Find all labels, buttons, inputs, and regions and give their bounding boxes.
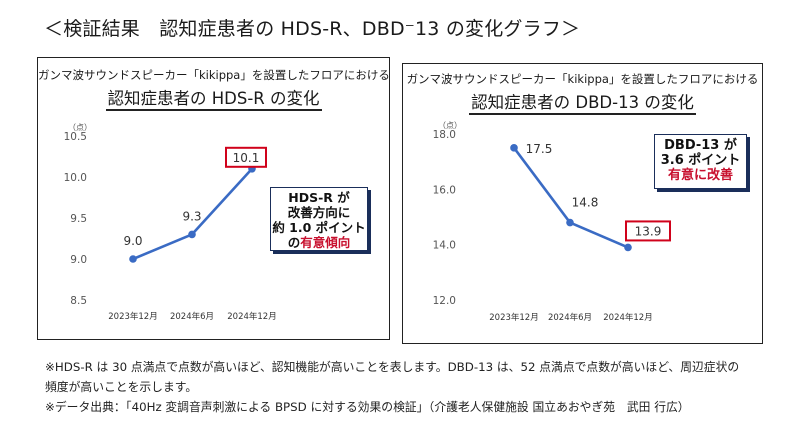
hds-r-y-unit: （点） <box>68 123 92 132</box>
dbd-13-chart-title: 認知症患者の DBD-13 の変化 <box>403 89 762 115</box>
dbd-13-x-tick-2: 2024年12月 <box>603 312 652 323</box>
hds-r-y-tick-4: 10.5 <box>64 131 87 143</box>
hds-r-x-tick-2: 2024年12月 <box>227 311 276 322</box>
dbd-13-y-tick-1: 14.0 <box>433 240 456 252</box>
dbd-13-callout-line2: 3.6 ポイント <box>660 153 741 168</box>
dbd-13-callout-highlight: 有意に改善 <box>667 168 733 183</box>
hds-r-callout-line3: 約 1.0 ポイント <box>272 220 366 235</box>
page-title: ＜検証結果 認知症患者の HDS-R、DBD⁻13 の変化グラフ＞ <box>44 18 581 40</box>
hds-r-chart-panel: ガンマ波サウンドスピーカー「kikippa」を設置したフロアにおける 認知症患者… <box>37 57 390 340</box>
dbd-13-line-chart: （点） 12.0 14.0 16.0 18.0 2023年12月 2024年6月 2024年1… <box>433 121 671 323</box>
footnote-line-2: 頻度が高いことを示します。 <box>45 380 198 394</box>
hds-r-point-1 <box>188 230 196 239</box>
dbd-13-chart-title-text: 認知症患者の DBD-13 の変化 <box>469 93 696 115</box>
dbd-13-chart-panel: ガンマ波サウンドスピーカー「kikippa」を設置したフロアにおける 認知症患者… <box>402 63 763 344</box>
hds-r-highlight-box <box>225 146 267 168</box>
hds-r-callout-line2: 改善方向に <box>287 205 351 220</box>
dbd-13-callout: DBD-13 が 3.6 ポイント 有意に改善 <box>654 134 747 189</box>
hds-r-callout-highlight: 有意傾向 <box>300 235 351 250</box>
dbd-13-point-0 <box>510 144 518 152</box>
dbd-13-x-tick-1: 2024年6月 <box>548 312 592 323</box>
hds-r-callout-prefix: の <box>287 235 301 250</box>
dbd-13-point-1 <box>566 218 574 227</box>
dbd-13-y-tick-3: 18.0 <box>433 129 456 141</box>
hds-r-y-tick-3: 10.0 <box>64 172 87 184</box>
hds-r-y-tick-2: 9.5 <box>70 213 87 225</box>
hds-r-chart-title: 認知症患者の HDS-R の変化 <box>38 85 389 111</box>
hds-r-line-chart: （点） 8.5 9.0 9.5 10.0 10.5 2023年12月 2024年6月 2024年… <box>64 123 277 322</box>
dbd-13-y-unit: （点） <box>438 121 462 130</box>
dbd-13-callout-line1: DBD-13 が <box>664 138 737 153</box>
dbd-13-x-tick-0: 2023年12月 <box>489 312 538 323</box>
dbd-13-chart-subtitle: ガンマ波サウンドスピーカー「kikippa」を設置したフロアにおける <box>406 72 759 86</box>
hds-r-data-label-1: 9.3 <box>182 209 201 223</box>
dbd-13-data-label-1: 14.8 <box>572 196 599 210</box>
dbd-13-data-label-2: 13.9 <box>635 224 662 238</box>
dbd-13-y-tick-0: 12.0 <box>433 295 456 307</box>
dbd-13-highlight-box <box>625 220 671 242</box>
hds-r-callout-line1: HDS-R が <box>288 190 350 205</box>
hds-r-callout-line4: の有意傾向 <box>271 235 367 250</box>
hds-r-x-tick-1: 2024年6月 <box>170 311 214 322</box>
hds-r-point-0 <box>129 255 137 263</box>
dbd-13-y-tick-2: 16.0 <box>433 184 456 196</box>
hds-r-y-tick-1: 9.0 <box>70 254 87 266</box>
hds-r-callout: HDS-R が 改善方向に 約 1.0 ポイント の有意傾向 <box>270 187 368 251</box>
footnotes: ※HDS-R は 30 点満点で点数が高いほど、認知機能が高いことを表します。D… <box>45 357 775 417</box>
footnote-line-3: ※データ出典：「40Hz 変調音声刺激による BPSD に対する効果の検証」（介… <box>45 400 690 414</box>
dbd-13-data-label-0: 17.5 <box>526 142 553 156</box>
hds-r-data-label-2: 10.1 <box>233 151 260 165</box>
hds-r-chart-subtitle: ガンマ波サウンドスピーカー「kikippa」を設置したフロアにおける <box>38 68 390 82</box>
hds-r-x-tick-0: 2023年12月 <box>108 311 157 322</box>
hds-r-chart-title-text: 認知症患者の HDS-R の変化 <box>105 89 322 111</box>
hds-r-y-tick-0: 8.5 <box>70 295 87 307</box>
hds-r-data-label-0: 9.0 <box>123 234 142 248</box>
footnote-line-1: ※HDS-R は 30 点満点で点数が高いほど、認知機能が高いことを表します。D… <box>45 360 740 374</box>
dbd-13-point-2 <box>624 243 632 252</box>
